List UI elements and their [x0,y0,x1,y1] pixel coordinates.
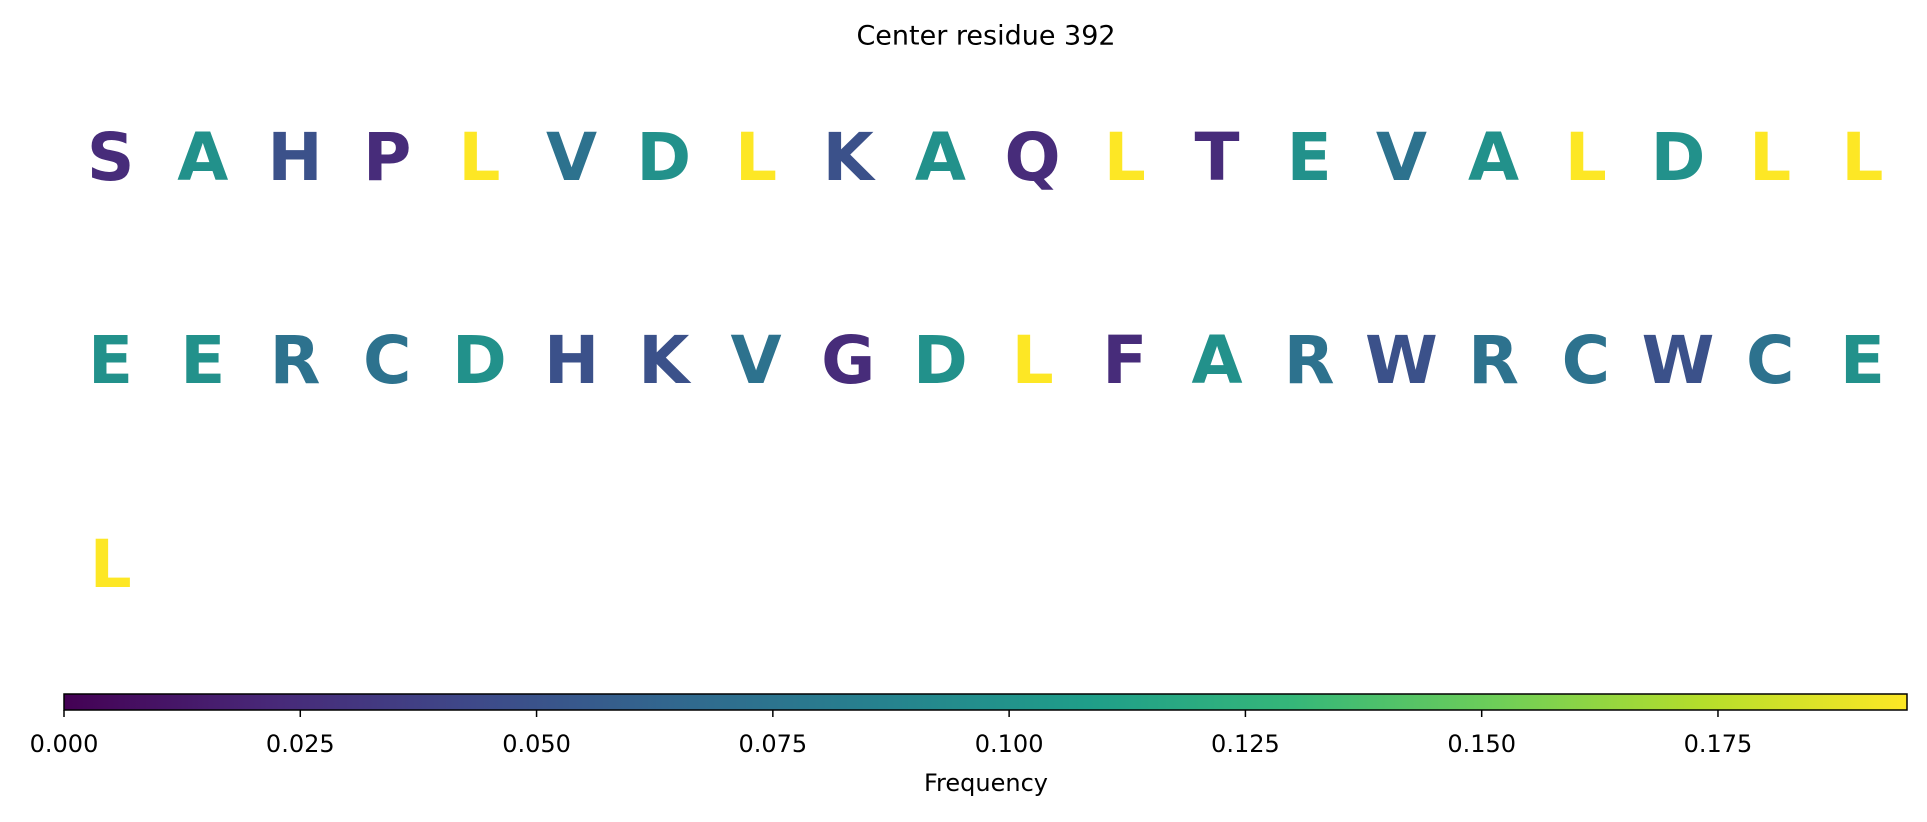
tick-label: 0.050 [502,730,571,758]
tick-label: 0.000 [30,730,99,758]
tick-label: 0.125 [1211,730,1280,758]
residue-letter: E [88,322,133,399]
tick-label: 0.100 [975,730,1044,758]
residue-letter: A [1468,119,1519,196]
residue-letter: L [1012,322,1054,399]
tick-label: 0.175 [1684,730,1753,758]
residue-letter: D [636,119,691,196]
residue-letter: D [452,322,507,399]
residue-letter: V [1376,119,1427,196]
residue-letter: G [821,322,875,399]
residue-letter: T [1194,119,1239,196]
residue-letter: A [915,119,966,196]
residue-letter: L [735,119,777,196]
residue-letter: L [1841,119,1883,196]
residue-letter: H [544,322,599,399]
residue-letter: W [1365,322,1438,399]
residue-letter: C [1562,322,1610,399]
residue-letter: L [90,526,132,603]
residue-letter: L [1104,119,1146,196]
residue-letter: L [458,119,500,196]
tick-label: 0.025 [266,730,335,758]
residue-letter: V [546,119,597,196]
residue-letter: P [363,119,411,196]
tick-label: 0.075 [738,730,807,758]
residue-letter: L [1749,119,1791,196]
residue-letter: Q [1005,119,1061,196]
residue-letter: D [913,322,968,399]
residue-letter: V [730,322,781,399]
residue-letter: E [180,322,225,399]
residue-letter: C [1746,322,1794,399]
colorbar-label: Frequency [924,769,1048,797]
residue-letter: S [87,119,135,196]
residue-letter: A [177,119,228,196]
residue-letter: L [1565,119,1607,196]
residue-letter: A [1191,322,1242,399]
residue-letter: R [1468,322,1519,399]
residue-letter: D [1651,119,1706,196]
residue-letter: H [267,119,322,196]
residue-letter: R [270,322,321,399]
residue-letter: C [363,322,411,399]
residue-letter: E [1287,119,1332,196]
chart-title: Center residue 392 [856,21,1115,52]
residue-letter: K [638,322,692,399]
residue-letter: F [1102,322,1147,399]
residue-letter: W [1642,322,1715,399]
colorbar [63,693,1908,711]
residue-letter: E [1840,322,1885,399]
residue-letter: K [823,119,877,196]
residue-letter: R [1284,322,1335,399]
tick-label: 0.150 [1447,730,1516,758]
